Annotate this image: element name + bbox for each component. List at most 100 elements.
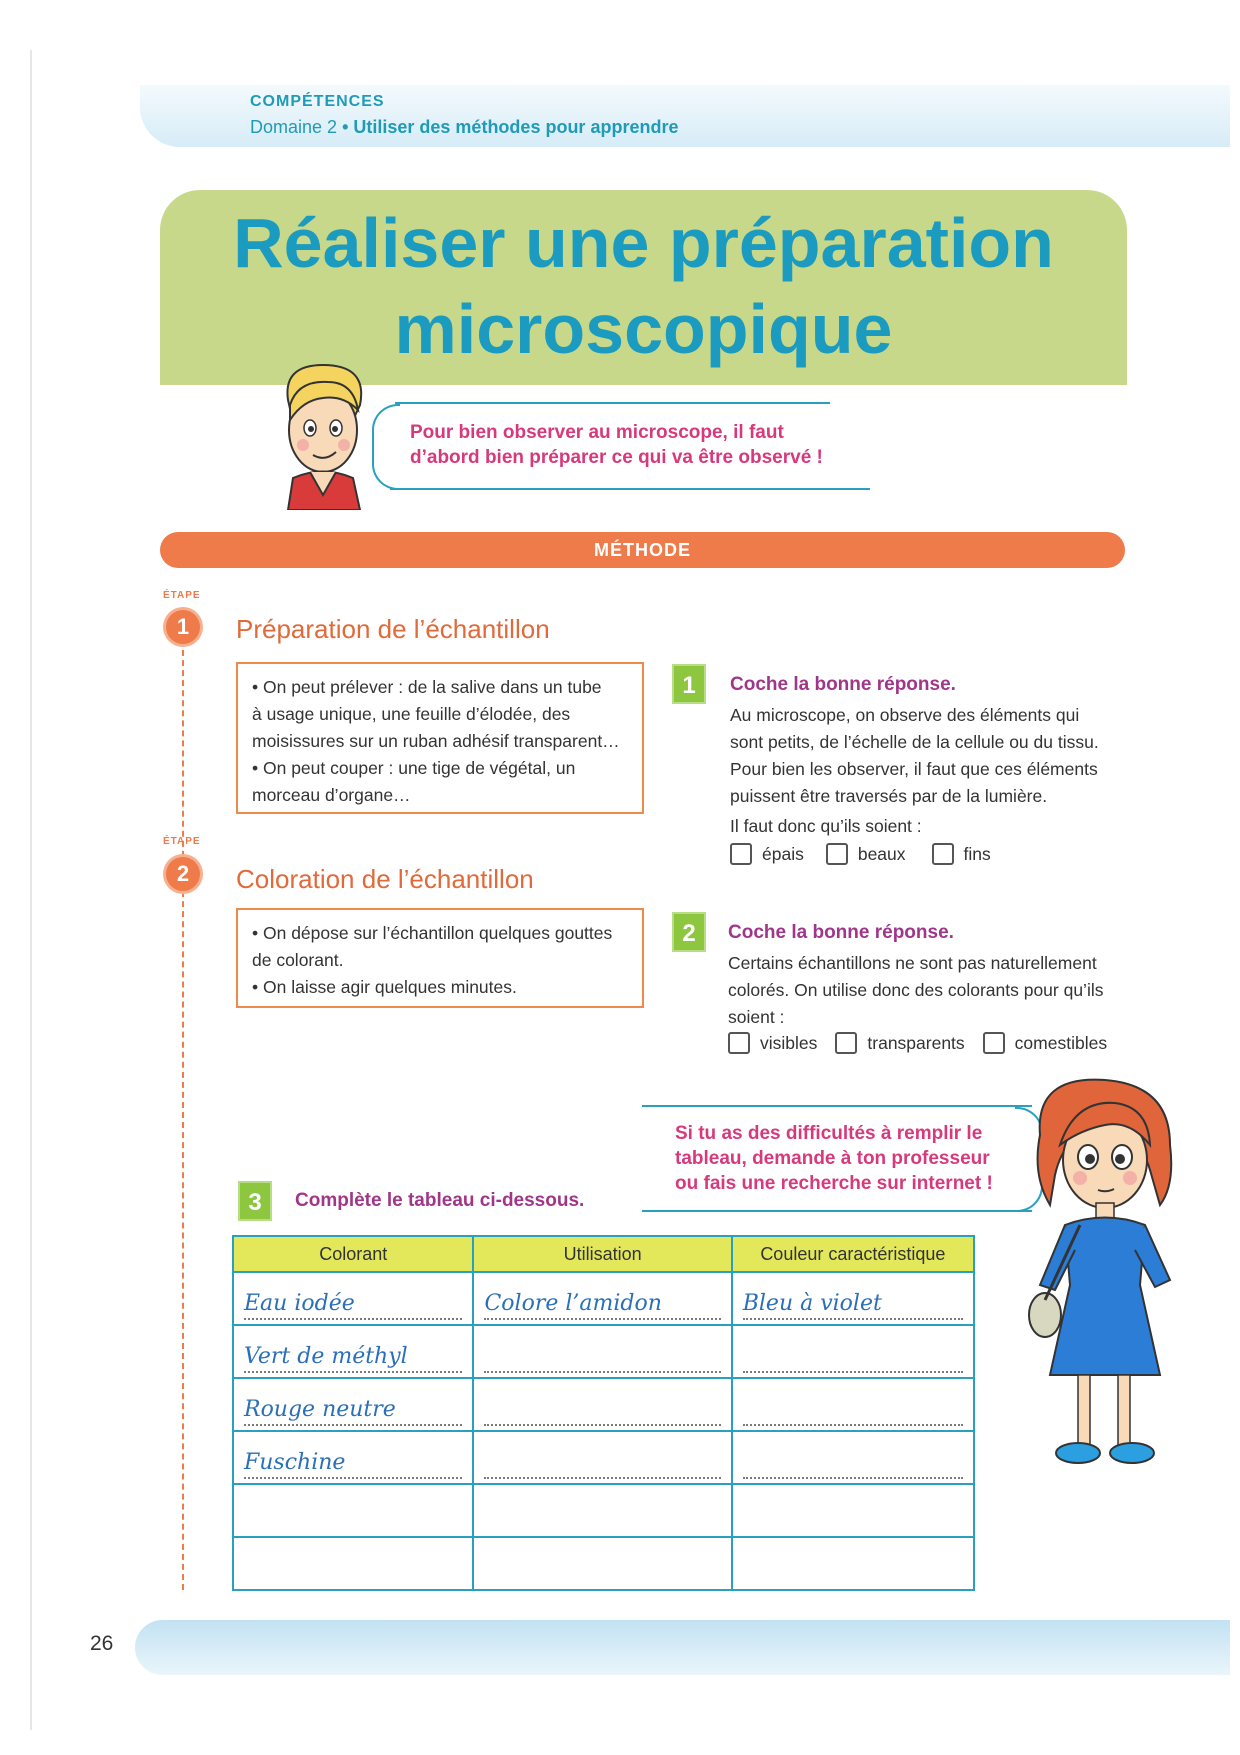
table-row: Eau iodée Colore l’amidon Bleu à violet: [231, 1271, 976, 1326]
methode-bar: MÉTHODE: [160, 532, 1125, 568]
table-cell[interactable]: [472, 1377, 733, 1432]
step-1-line: à usage unique, une feuille d’élodée, de…: [252, 704, 571, 724]
header-band: [140, 85, 1230, 147]
checkbox[interactable]: [982, 1032, 1005, 1054]
question-3-title: Complète le tableau ci-dessous.: [295, 1190, 585, 1211]
etape-2-badge: 2: [166, 857, 200, 891]
question-2-title: Coche la bonne réponse.: [728, 922, 954, 943]
girl-speech-bubble: Si tu as des difficultés à remplir le ta…: [675, 1121, 1035, 1196]
table-cell[interactable]: [231, 1536, 475, 1591]
checkbox[interactable]: [931, 843, 954, 865]
step-1-line: morceau d’organe…: [252, 785, 411, 805]
bubble-line-1: Pour bien observer au microscope, il fau…: [410, 422, 784, 443]
step-2-line: de colorant.: [252, 950, 344, 970]
table-cell[interactable]: [472, 1324, 733, 1379]
option-beaux[interactable]: beaux: [825, 843, 906, 865]
question-1-prompt: Il faut donc qu’ils soient :: [730, 816, 922, 836]
table-row: [231, 1536, 976, 1591]
option-label: épais: [762, 843, 804, 864]
girl-bubble-line-3: ou fais une recherche sur internet !: [675, 1173, 993, 1194]
girl-bubble-bottom-line: [642, 1210, 1032, 1212]
cell-text: Colore l’amidon: [484, 1290, 721, 1320]
option-label: comestibles: [1014, 1032, 1108, 1053]
table-cell[interactable]: [472, 1430, 733, 1485]
table-cell[interactable]: Bleu à violet: [730, 1271, 976, 1326]
bubble-left-curve: [372, 404, 400, 490]
title-line-2: microscopique: [394, 290, 893, 368]
checkbox[interactable]: [730, 843, 752, 865]
cell-text: Bleu à violet: [742, 1290, 963, 1320]
bubble-top-line: [395, 402, 830, 404]
question-1-title: Coche la bonne réponse.: [730, 674, 956, 695]
option-transparents[interactable]: transparents: [835, 1032, 965, 1054]
question-1-line: Pour bien les observer, il faut que ces …: [730, 759, 1098, 779]
boy-speech-bubble: Pour bien observer au microscope, il fau…: [410, 420, 850, 470]
option-label: visibles: [760, 1032, 818, 1053]
question-2-line: colorés. On utilise donc des colorants p…: [728, 980, 1104, 1000]
cell-text: [742, 1398, 963, 1426]
methode-label: MÉTHODE: [594, 540, 691, 560]
girl-bubble-line-1: Si tu as des difficultés à remplir le: [675, 1123, 983, 1144]
option-epais[interactable]: épais: [730, 843, 804, 865]
competence-domain-line: Domaine 2 • Utiliser des méthodes pour a…: [250, 117, 678, 138]
question-1-text: Au microscope, on observe des éléments q…: [730, 702, 1099, 810]
competences-label: COMPÉTENCES: [250, 93, 385, 110]
question-1-line: puissent être traversés par de la lumièr…: [730, 786, 1048, 806]
table-cell[interactable]: [730, 1377, 976, 1432]
girl-illustration: [1028, 1078, 1173, 1464]
cell-text: [484, 1451, 721, 1479]
question-2-line: soient :: [728, 1007, 785, 1027]
step-2-line: • On laisse agir quelques minutes.: [252, 977, 517, 997]
cell-text: Eau iodée: [244, 1290, 463, 1320]
table-cell[interactable]: Vert de méthyl: [231, 1324, 475, 1379]
table-cell[interactable]: Eau iodée: [231, 1271, 475, 1326]
table-cell[interactable]: [472, 1483, 733, 1538]
table-cell[interactable]: [730, 1483, 976, 1538]
step-2-line: • On dépose sur l’échantillon quelques g…: [252, 923, 613, 943]
table-row: Fuschine: [231, 1430, 976, 1485]
step-1-title: Préparation de l’échantillon: [236, 614, 550, 644]
table-cell[interactable]: Rouge neutre: [231, 1377, 475, 1432]
checkbox[interactable]: [825, 843, 848, 865]
table-cell[interactable]: [730, 1430, 976, 1485]
question-1-number: 1: [672, 664, 706, 704]
option-label: fins: [963, 843, 991, 864]
option-visibles[interactable]: visibles: [728, 1032, 817, 1054]
etape-1-label: ÉTAPE: [163, 590, 201, 601]
step-1-line: moisissures sur un ruban adhésif transpa…: [252, 731, 620, 751]
cell-text: [484, 1345, 721, 1373]
table-cell[interactable]: [231, 1483, 475, 1538]
option-fins[interactable]: fins: [931, 843, 991, 865]
option-label: transparents: [867, 1032, 965, 1053]
question-3-number: 3: [238, 1181, 272, 1221]
etape-2-label: ÉTAPE: [163, 836, 201, 847]
footer-band: [135, 1620, 1230, 1675]
title-box: [160, 190, 1127, 385]
title-line-1: Réaliser une préparation: [233, 204, 1054, 282]
bubble-bottom-line: [390, 488, 870, 490]
cell-text: [484, 1398, 721, 1426]
table-cell[interactable]: [730, 1536, 976, 1591]
step-2-title: Coloration de l’échantillon: [236, 864, 534, 894]
step-1-line: • On peut couper : une tige de végétal, …: [252, 758, 576, 778]
table-header-row: Colorant Utilisation Couleur caractérist…: [231, 1235, 976, 1273]
question-2-text: Certains échantillons ne sont pas nature…: [728, 950, 1103, 1031]
page-title: Réaliser une préparation microscopique: [160, 200, 1127, 372]
question-1-line: sont petits, de l’échelle de la cellule …: [730, 732, 1099, 752]
table-cell[interactable]: Fuschine: [231, 1430, 475, 1485]
steps-dashed-line: [182, 640, 184, 1590]
cell-text: Vert de méthyl: [244, 1343, 463, 1373]
table-cell[interactable]: [472, 1536, 733, 1591]
page-edge: [30, 50, 32, 1730]
option-comestibles[interactable]: comestibles: [982, 1032, 1108, 1054]
table-row: [231, 1483, 976, 1538]
table-cell[interactable]: Colore l’amidon: [472, 1271, 733, 1326]
step-1-line: • On peut prélever : de la salive dans u…: [252, 677, 602, 697]
question-2-line: Certains échantillons ne sont pas nature…: [728, 953, 1097, 973]
checkbox[interactable]: [835, 1032, 858, 1054]
cell-text: [742, 1345, 963, 1373]
question-2-options: visibles transparents comestibles: [728, 1032, 1107, 1054]
domain-label: Domaine 2: [250, 117, 338, 137]
checkbox[interactable]: [728, 1032, 750, 1054]
table-cell[interactable]: [730, 1324, 976, 1379]
